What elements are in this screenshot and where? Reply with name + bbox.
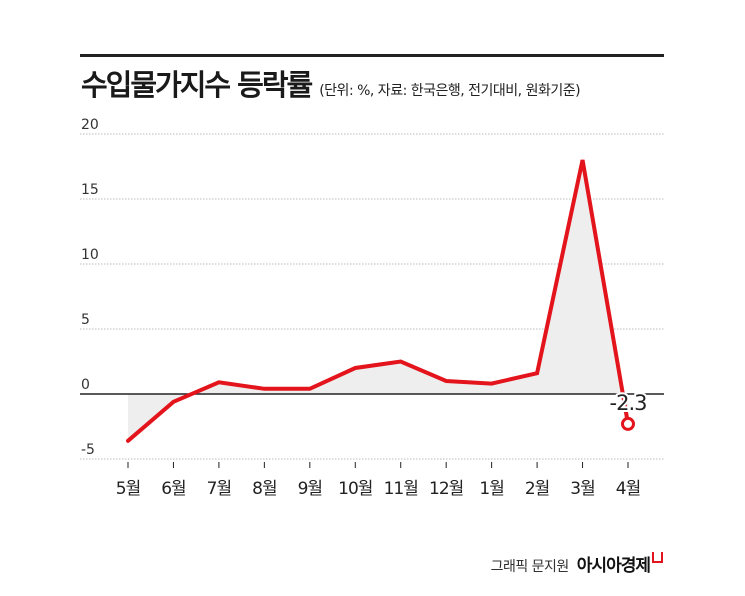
title-rule <box>80 54 664 57</box>
y-tick-label: 20 <box>81 117 99 133</box>
x-tick-label: 11월 <box>384 479 418 499</box>
x-tick-label: 1월 <box>479 479 503 499</box>
data-label-last: -2.3 <box>610 391 647 415</box>
x-tick-label: 2월 <box>525 479 549 499</box>
x-tick-label: 5월 <box>116 479 140 499</box>
series-line <box>126 159 630 443</box>
x-tick-label: 6월 <box>161 479 185 499</box>
chart-title: 수입물가지수 등락률 <box>81 68 313 102</box>
chart-subtitle: (단위: %, 자료: 한국은행, 전기대비, 원화기준) <box>319 83 581 99</box>
x-tick-label: 12월 <box>429 479 463 499</box>
x-tick-label: 4월 <box>616 479 640 499</box>
graphic-credit: 그래픽 문지원 <box>490 559 570 575</box>
x-tick-label: 9월 <box>298 479 322 499</box>
y-tick-label: 10 <box>81 247 99 263</box>
x-tick-label: 3월 <box>570 479 594 499</box>
last-point-marker <box>621 416 635 431</box>
y-tick-label: -5 <box>81 442 95 458</box>
publisher-logo: 아시아경제 <box>577 551 663 576</box>
x-tick-label: 10월 <box>338 479 372 499</box>
y-tick-label: 15 <box>81 182 99 198</box>
publisher-name: 아시아경제 <box>576 556 651 576</box>
x-tick-label: 7월 <box>207 479 231 499</box>
y-tick-label: 5 <box>81 312 90 328</box>
x-tick-label: 8월 <box>252 479 276 499</box>
y-tick-label: 0 <box>81 377 90 393</box>
chart-header: 수입물가지수 등락률 (단위: %, 자료: 한국은행, 전기대비, 원화기준) <box>81 62 581 106</box>
credit-line: 그래픽 문지원 아시아경제 <box>491 551 663 576</box>
logo-mark-icon <box>652 552 663 563</box>
